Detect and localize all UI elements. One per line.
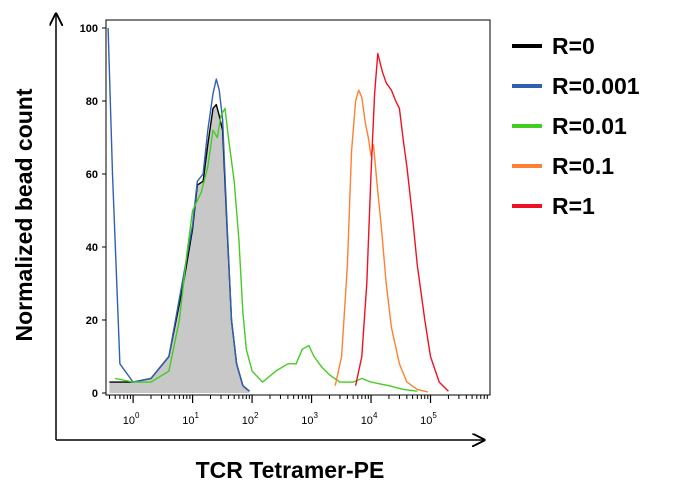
legend-label: R=1: [552, 192, 595, 219]
series-fill-0: [109, 104, 250, 393]
x-tick-label: 104: [361, 411, 378, 427]
y-tick-label: 40: [86, 242, 98, 254]
x-axis-title: TCR Tetramer-PE: [196, 457, 385, 483]
legend-swatch: [512, 84, 542, 88]
legend-label: R=0.001: [552, 72, 640, 99]
legend-item-r1: R=1: [512, 186, 640, 226]
x-tick-label: 101: [182, 411, 199, 427]
x-tick-label: 102: [242, 411, 259, 427]
plot-frame: [105, 19, 491, 396]
legend-swatch: [512, 44, 542, 48]
y-tick-label: 20: [86, 315, 98, 327]
x-tick-label: 100: [123, 411, 140, 427]
series-line-2: [115, 107, 418, 392]
x-tick-label: 105: [420, 411, 437, 427]
legend-item-r001: R=0.01: [512, 106, 640, 146]
legend-item-r0: R=0: [512, 26, 640, 66]
legend-label: R=0.01: [552, 112, 627, 139]
legend-swatch: [512, 124, 542, 128]
series-line-4: [354, 52, 449, 392]
series-line-3: [334, 89, 428, 393]
y-tick-label: 60: [86, 169, 98, 181]
legend: R=0 R=0.001 R=0.01 R=0.1 R=1: [512, 26, 640, 226]
legend-swatch: [512, 164, 542, 168]
legend-label: R=0.1: [552, 152, 615, 179]
legend-swatch: [512, 204, 542, 208]
y-tick-label: 80: [86, 96, 98, 108]
legend-label: R=0: [552, 32, 595, 59]
y-tick-label: 0: [92, 388, 98, 400]
y-tick-label: 100: [80, 23, 98, 35]
y-axis-title: Normalized bead count: [11, 88, 37, 341]
legend-item-r0001: R=0.001: [512, 66, 640, 106]
legend-item-r01: R=0.1: [512, 146, 640, 186]
x-tick-label: 103: [301, 411, 318, 427]
